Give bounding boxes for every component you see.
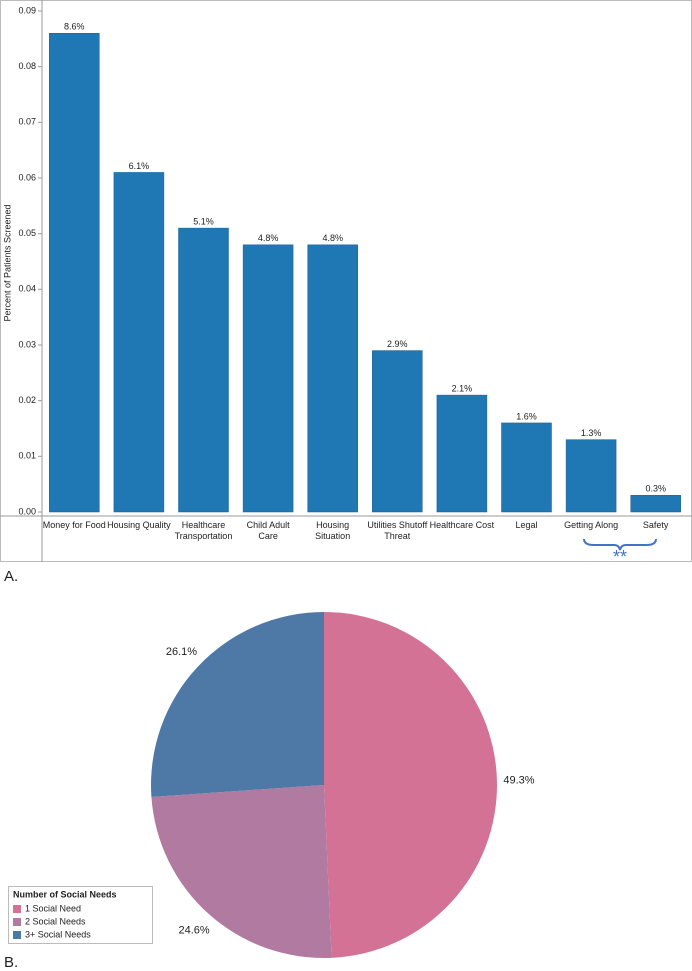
y-tick-label: 0.02 bbox=[18, 395, 36, 405]
x-tick-label: Legal bbox=[515, 520, 538, 530]
legend-label: 3+ Social Needs bbox=[25, 929, 91, 939]
legend-swatch bbox=[13, 918, 21, 926]
y-tick-label: 0.06 bbox=[18, 172, 36, 182]
legend-label: 2 Social Needs bbox=[25, 916, 86, 926]
data-label: 49.3% bbox=[503, 775, 534, 787]
legend-swatch bbox=[13, 931, 21, 939]
data-label: 8.6% bbox=[64, 22, 85, 32]
y-tick-label: 0.01 bbox=[18, 451, 36, 461]
annotation: ** bbox=[613, 547, 627, 567]
x-tick-label: Money for Food bbox=[42, 520, 106, 530]
bar bbox=[307, 244, 358, 513]
x-tick-label: Housing Quality bbox=[107, 520, 171, 530]
data-label: 4.8% bbox=[258, 233, 279, 243]
data-label: 4.8% bbox=[322, 233, 343, 243]
brace bbox=[583, 538, 657, 551]
bar bbox=[49, 33, 100, 513]
legend-box bbox=[8, 886, 153, 944]
bar bbox=[178, 227, 229, 513]
y-axis-label: Percent of Patients Screened bbox=[2, 204, 12, 321]
y-tick-label: 0.00 bbox=[18, 506, 36, 516]
data-label: 2.1% bbox=[452, 383, 473, 393]
data-label: 26.1% bbox=[166, 646, 197, 658]
bar bbox=[630, 495, 681, 513]
x-tick-label: Healthcare Cost bbox=[429, 520, 495, 530]
panel-label: B. bbox=[4, 954, 18, 971]
data-label: 2.9% bbox=[387, 339, 408, 349]
y-tick-label: 0.09 bbox=[18, 5, 36, 15]
pie-slice bbox=[324, 612, 497, 958]
panel-label: A. bbox=[4, 568, 18, 585]
bar bbox=[113, 172, 165, 513]
pie-slice bbox=[151, 785, 332, 958]
x-tick-label: Safety bbox=[642, 520, 669, 530]
y-tick-label: 0.08 bbox=[18, 61, 36, 71]
legend-title: Number of Social Needs bbox=[13, 889, 117, 899]
bar bbox=[436, 394, 488, 513]
x-tick-label: Utilities Shutoff Threat bbox=[367, 520, 428, 541]
bar bbox=[372, 350, 423, 513]
data-label: 24.6% bbox=[179, 924, 210, 936]
data-label: 5.1% bbox=[193, 216, 214, 226]
y-tick-label: 0.05 bbox=[18, 228, 36, 238]
y-tick-label: 0.07 bbox=[18, 117, 36, 127]
x-tick-label: Child Adult Care bbox=[246, 520, 290, 541]
y-tick-label: 0.04 bbox=[18, 284, 36, 294]
x-tick-label: Housing Situation bbox=[315, 520, 351, 541]
bar bbox=[565, 439, 617, 513]
legend-swatch bbox=[13, 905, 21, 913]
data-label: 1.6% bbox=[516, 411, 537, 421]
x-tick-label: Healthcare Transportation bbox=[174, 520, 233, 541]
data-label: 6.1% bbox=[129, 161, 150, 171]
x-tick-label: Getting Along bbox=[564, 520, 619, 530]
bar bbox=[242, 244, 294, 513]
data-label: 0.3% bbox=[645, 484, 666, 494]
legend-label: 1 Social Need bbox=[25, 903, 81, 913]
bar bbox=[501, 422, 552, 513]
data-label: 1.3% bbox=[581, 428, 602, 438]
y-tick-label: 0.03 bbox=[18, 339, 36, 349]
pie-slice bbox=[151, 611, 324, 797]
